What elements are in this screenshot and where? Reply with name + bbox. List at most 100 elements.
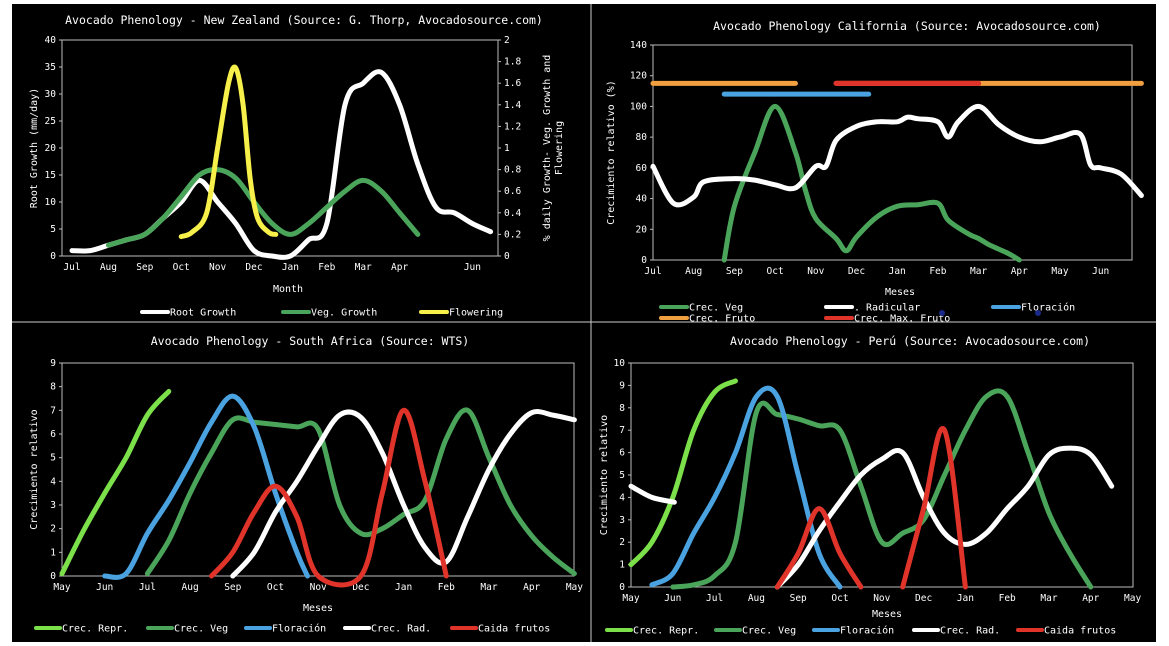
chart4-plot-area: [630, 362, 1134, 588]
chart3-series-crec-rad--line: [230, 409, 577, 579]
chart4-legend-caida-frutos-label: Caida frutos: [1044, 626, 1116, 637]
chart4-x-tick-label: May: [622, 593, 639, 604]
chart2-y-tick-label: 140: [630, 40, 647, 51]
chart3-y-tick-label: 4: [50, 476, 56, 487]
chart2-y-tick-label: 40: [636, 194, 648, 205]
chart2-y-axis-label: Crecimiento relativo (%): [606, 80, 617, 225]
chart2-y-tick-label: 120: [630, 71, 647, 82]
chart1-x-tick-label: Mar: [355, 262, 372, 273]
chart3-x-tick-label: Aug: [182, 582, 199, 593]
chart4-x-tick-label: Jun: [664, 593, 681, 604]
chart1-y-tick-label: 10: [45, 197, 57, 208]
chart2-legend-crec-veg-label: Crec. Veg: [689, 303, 743, 314]
chart1-y-right-tick-label: 1: [504, 143, 510, 154]
chart4-y-tick-label: 10: [614, 358, 626, 369]
chart1-y-tick-label: 0: [50, 251, 56, 262]
chart3-series-caida-frutos-line: [209, 407, 449, 588]
chart2-legend-floracion-label: Floración: [1021, 302, 1075, 314]
chart1-legend-veg-growth-label: Veg. Growth: [311, 308, 377, 319]
chart4-title: Avocado Phenology - Perú (Source: Avocad…: [730, 334, 1090, 348]
chart3-x-tick-label: Apr: [523, 582, 540, 593]
chart4-y-tick-label: 9: [619, 380, 625, 391]
chart1-legend-root-growth-label: Root Growth: [170, 308, 236, 319]
chart2-x-tick-label: Oct: [767, 266, 784, 277]
chart1-x-axis-label: Month: [273, 284, 303, 295]
chart1-series-veg-growth-line: [105, 167, 421, 248]
chart4-x-tick-label: Aug: [748, 593, 765, 604]
chart3-x-tick-label: Jul: [139, 582, 156, 593]
chart1-title: Avocado Phenology - New Zealand (Source:…: [65, 13, 543, 27]
chart1-x-tick-label: Jan: [282, 262, 299, 273]
chart2-y-tick-label: 0: [641, 255, 647, 266]
chart1-y-right-tick-label: 2: [504, 35, 510, 46]
chart3-legend-crec-repr-label: Crec. Repr.: [62, 624, 128, 635]
chart3-y-tick-label: 1: [50, 547, 56, 558]
chart2-legend-marker-dot: [939, 310, 945, 316]
chart1-y-right-tick-label: 1.2: [504, 121, 521, 132]
chart4-y-tick-label: 8: [619, 403, 625, 414]
chart2-x-tick-label: Feb: [929, 266, 946, 277]
chart1-x-tick-label: Sep: [136, 262, 153, 273]
chart4-x-tick-label: Apr: [1082, 593, 1099, 604]
chart1-y-tick-label: 25: [45, 116, 56, 127]
chart2-x-tick-label: Mar: [970, 266, 987, 277]
chart3-legend-caida-frutos-label: Caida frutos: [478, 624, 550, 635]
chart3-y-tick-label: 7: [50, 405, 56, 416]
chart3-y-tick-label: 8: [50, 382, 56, 393]
chart3-title: Avocado Phenology - South Africa (Source…: [151, 334, 470, 348]
chart3-series-crec-veg-line: [144, 407, 577, 577]
chart4-x-tick-label: Nov: [873, 593, 890, 604]
chart2-x-tick-label: May: [1051, 266, 1068, 277]
chart4-y-tick-label: 7: [619, 425, 625, 436]
chart3-y-tick-label: 6: [50, 429, 56, 440]
chart1-legend-flowering-label: Flowering: [449, 308, 503, 319]
chart4-y-tick-label: 6: [619, 448, 625, 459]
chart3-x-tick-label: Feb: [438, 582, 455, 593]
dashboard-frame: [12, 4, 1156, 642]
chart4-legend-crec-repr-label: Crec. Repr.: [633, 626, 699, 637]
chart4-legend-floracion-label: Floración: [840, 625, 894, 637]
chart4-x-tick-label: Sep: [790, 593, 807, 604]
chart2-legend-marker-dot-2: [1035, 310, 1041, 316]
chart4-x-tick-label: Jul: [706, 593, 723, 604]
chart2-x-tick-label: Dec: [848, 266, 865, 277]
chart4-legend-crec-veg-label: Crec. Veg: [742, 626, 796, 637]
chart1-y-tick-label: 20: [45, 143, 57, 154]
chart3-x-tick-label: Nov: [310, 582, 327, 593]
chart2-y-tick-label: 100: [630, 101, 647, 112]
chart1-y-right-axis-label: % daily Growth- Veg. Growth and: [542, 55, 553, 242]
chart2-y-tick-label: 20: [636, 224, 648, 235]
chart2-x-tick-label: Apr: [1011, 266, 1028, 277]
chart2-x-tick-label: Jun: [1092, 266, 1109, 277]
chart2-y-tick-label: 60: [636, 163, 648, 174]
chart4-x-tick-label: Jan: [957, 593, 974, 604]
chart1-y-tick-label: 15: [45, 170, 56, 181]
chart1-x-tick-label: Aug: [100, 262, 117, 273]
chart3-x-tick-label: Jan: [395, 582, 412, 593]
chart3-y-tick-label: 3: [50, 500, 56, 511]
chart4-series-caida-frutos-line: [774, 506, 864, 590]
chart3-x-tick-label: May: [566, 582, 583, 593]
chart3-series-crec-repr--line: [59, 388, 172, 577]
chart4-y-tick-label: 2: [619, 537, 625, 548]
chart4-y-tick-label: 0: [619, 582, 625, 593]
chart3-legend-crec-veg-label: Crec. Veg: [174, 624, 228, 635]
chart1-y-right-tick-label: 0.2: [504, 229, 521, 240]
chart4-x-tick-label: Oct: [831, 593, 848, 604]
chart1-plot-area: [61, 39, 499, 257]
chart3-x-tick-label: May: [53, 582, 70, 593]
chart4-y-tick-label: 3: [619, 515, 625, 526]
chart4-y-tick-label: 1: [619, 560, 625, 571]
chart2-legend-crec-fruto-label: Crec. Fruto: [689, 314, 755, 325]
chart1-y-right-tick-label: 0.6: [504, 186, 521, 197]
chart2-legend-radicular-label: . Radicular: [854, 303, 920, 314]
chart3-x-tick-label: Oct: [267, 582, 284, 593]
chart1-y-right-axis-label-cont: Flowering: [554, 121, 565, 175]
chart2-x-axis-label: Meses: [885, 287, 915, 298]
chart3-x-tick-label: Dec: [352, 582, 369, 593]
chart3-x-tick-label: Sep: [224, 582, 241, 593]
chart4-x-axis-label: Meses: [872, 609, 902, 620]
chart1-y-right-tick-label: 0.8: [504, 165, 521, 176]
chart2-series-crec-radicular-line: [650, 103, 1144, 208]
chart1-x-tick-label: Nov: [209, 262, 226, 273]
